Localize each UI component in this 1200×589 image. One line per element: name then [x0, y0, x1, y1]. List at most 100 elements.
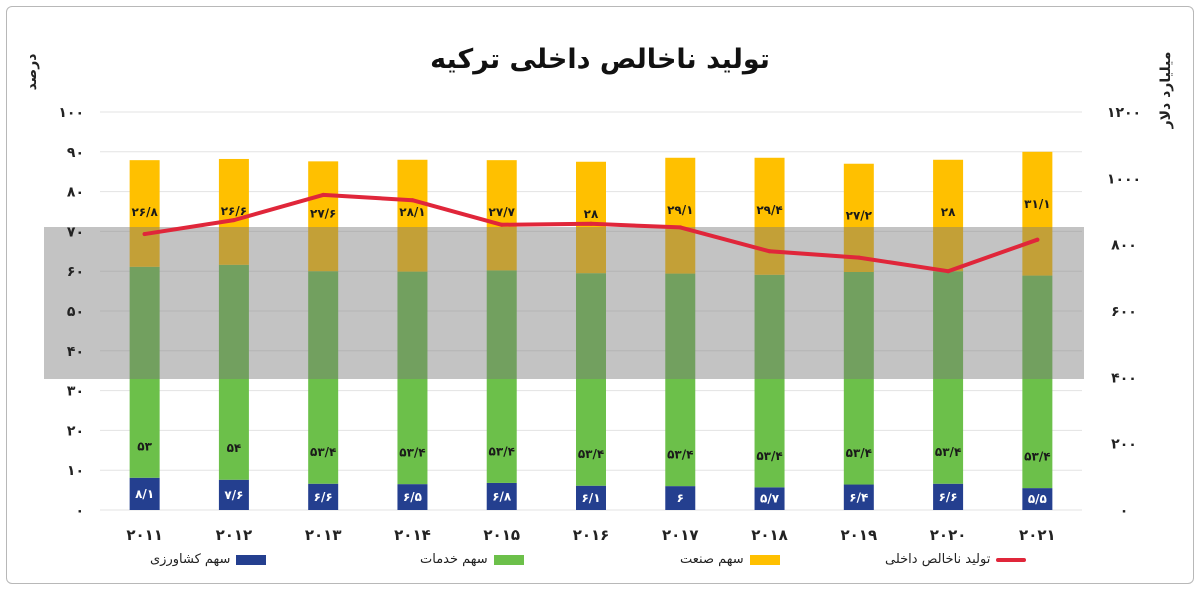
y-axis-left-label: درصد [24, 54, 40, 91]
y-right-tick-label: ۲۰۰ [1111, 437, 1137, 453]
bar-services [1022, 275, 1053, 489]
data-label-agriculture: ۶/۶ [314, 490, 333, 504]
data-label-agriculture: ۶/۶ [939, 490, 958, 504]
data-label-services: ۵۳/۴ [756, 449, 782, 463]
y-left-tick-label: ۳۰ [67, 384, 84, 400]
gdp-point [499, 222, 504, 227]
legend: تولید ناخالص داخلی سهم صنعت سهم خدمات سهم ک… [0, 552, 1200, 576]
y-left-tick-label: ۵۰ [67, 304, 84, 320]
y-left-tick-label: ۷۰ [67, 224, 84, 240]
chart-area: ۸/۱ ۵۳ ۲۶/۸ ۷/۶ ۵۴ ۲۶/۶ ۶/۶ ۵۳/۴ ۲۷/۶ ۶/۵ ۵۳/۴ ۲۸/۱… [24, 52, 1174, 544]
y-left-tick-label: ۱۰۰ [58, 105, 84, 121]
axes-group: ۰۱۰۲۰۳۰۴۰۵۰۶۰۷۰۸۰۹۰۱۰۰۰۲۰۰۴۰۰۶۰۰۸۰۰۱۰۰۰۱… [58, 105, 1141, 544]
gdp-point [946, 269, 951, 274]
y-right-tick-label: ۰ [1120, 503, 1129, 519]
data-label-industry: ۳۱/۱ [1024, 197, 1050, 211]
data-label-industry: ۲۷/۲ [846, 209, 873, 223]
y-left-tick-label: ۶۰ [67, 264, 84, 280]
x-tick-label: ۲۰۱۶ [573, 526, 610, 544]
bar-agriculture [129, 477, 160, 510]
gdp-line-group [142, 192, 1040, 274]
bar-services [308, 271, 339, 484]
legend-swatch [236, 554, 267, 565]
data-label-services: ۵۳/۴ [399, 446, 425, 460]
x-tick-label: ۲۰۱۸ [751, 526, 788, 544]
data-label-agriculture: ۸/۱ [135, 487, 154, 501]
legend-item: تولید ناخالص داخلی [885, 552, 1027, 567]
bar-services [397, 271, 428, 485]
bar-services [665, 273, 696, 487]
bar-industry [1022, 151, 1053, 276]
bar-services [218, 264, 249, 480]
data-label-agriculture: ۵/۷ [760, 492, 780, 506]
bar-industry [308, 161, 339, 272]
data-label-services: ۵۳ [137, 439, 152, 453]
gdp-point [678, 225, 683, 230]
bar-agriculture [754, 487, 785, 510]
data-label-agriculture: ۶/۵ [403, 490, 422, 504]
bar-industry [933, 159, 964, 272]
y-right-tick-label: ۶۰۰ [1111, 304, 1137, 320]
data-label-agriculture: ۶/۴ [849, 490, 868, 504]
data-label-services: ۵۳/۴ [578, 447, 604, 461]
legend-item: سهم خدمات [420, 552, 524, 567]
x-tick-label: ۲۰۱۱ [126, 526, 163, 544]
data-label-industry: ۲۶/۶ [221, 204, 247, 218]
legend-label: سهم خدمات [420, 552, 488, 567]
bar-services [129, 266, 160, 478]
y-axis-right-label: میلیارد دلار [1158, 52, 1174, 130]
y-left-tick-label: ۴۰ [67, 344, 84, 360]
x-tick-label: ۲۰۱۷ [662, 526, 699, 544]
bar-agriculture [1022, 488, 1053, 510]
gdp-point [410, 198, 415, 203]
legend-label: سهم صنعت [680, 552, 744, 567]
data-label-industry: ۲۸/۱ [399, 205, 425, 219]
data-label-services: ۵۳/۴ [310, 445, 336, 459]
x-tick-label: ۲۰۱۴ [394, 526, 431, 544]
data-label-industry: ۲۸ [941, 205, 956, 219]
data-label-services: ۵۳/۴ [846, 446, 872, 460]
legend-label: تولید ناخالص داخلی [885, 552, 991, 567]
data-label-agriculture: ۷/۶ [224, 488, 243, 502]
data-label-services: ۵۳/۴ [1024, 450, 1050, 464]
bar-industry [576, 161, 606, 274]
data-label-industry: ۲۷/۶ [310, 206, 336, 220]
y-left-tick-label: ۰ [75, 503, 84, 519]
y-right-tick-label: ۸۰۰ [1111, 238, 1137, 254]
data-label-services: ۵۴ [227, 441, 242, 455]
gdp-point [589, 221, 593, 226]
bar-industry [754, 157, 785, 275]
data-label-agriculture: ۶ [677, 491, 684, 505]
legend-item: سهم کشاورزی [150, 552, 267, 567]
bar-services [754, 274, 785, 488]
bar-agriculture [665, 486, 696, 510]
bars-group [129, 151, 1053, 510]
bar-agriculture [397, 484, 428, 510]
y-right-tick-label: ۱۲۰۰ [1107, 105, 1141, 121]
bar-industry [397, 159, 428, 272]
data-label-industry: ۲۹/۴ [756, 203, 782, 217]
highlight-band [44, 227, 1084, 379]
data-label-agriculture: ۶/۸ [492, 489, 512, 503]
legend-item: سهم صنعت [680, 552, 780, 567]
y-left-tick-label: ۸۰ [67, 185, 84, 201]
chart-title: تولید ناخالص داخلی ترکیه [430, 44, 770, 75]
legend-swatch [996, 557, 1027, 562]
bar-services [486, 270, 517, 483]
x-tick-label: ۲۰۱۹ [841, 526, 878, 544]
gdp-point [856, 255, 861, 260]
bar-agriculture [576, 485, 606, 510]
bar-industry [218, 158, 249, 265]
y-left-tick-label: ۲۰ [67, 423, 84, 439]
y-left-tick-label: ۱۰ [67, 463, 84, 479]
overlay-band [44, 227, 1084, 379]
bar-agriculture [843, 484, 874, 510]
legend-swatch [493, 554, 524, 565]
bar-industry [665, 157, 696, 274]
bar-services [933, 271, 964, 484]
data-label-industry: ۲۷/۷ [489, 205, 516, 219]
data-label-services: ۵۳/۴ [667, 448, 693, 462]
data-label-agriculture: ۵/۵ [1028, 492, 1047, 506]
bar-agriculture [218, 479, 249, 510]
x-tick-label: ۲۰۱۵ [483, 526, 520, 544]
